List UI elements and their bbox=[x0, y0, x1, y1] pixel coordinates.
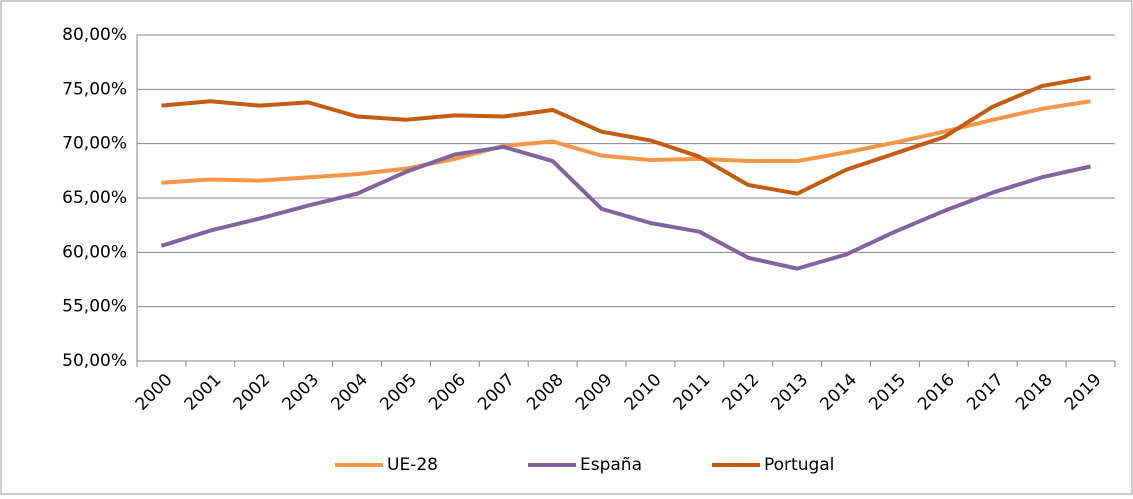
y-tick-label: 50,00% bbox=[62, 351, 127, 371]
legend-label: España bbox=[580, 455, 642, 475]
y-tick-label: 80,00% bbox=[62, 25, 127, 45]
y-tick-label: 65,00% bbox=[62, 188, 127, 208]
series-line bbox=[161, 99, 1091, 185]
y-tick-label: 75,00% bbox=[62, 79, 127, 99]
y-tick-label: 70,00% bbox=[62, 134, 127, 154]
legend-label: UE-28 bbox=[387, 455, 438, 475]
series-line bbox=[160, 144, 1091, 271]
series-line bbox=[161, 75, 1091, 196]
y-tick-label: 60,00% bbox=[62, 242, 127, 262]
y-tick-label: 55,00% bbox=[62, 297, 127, 317]
legend-label: Portugal bbox=[764, 455, 834, 475]
